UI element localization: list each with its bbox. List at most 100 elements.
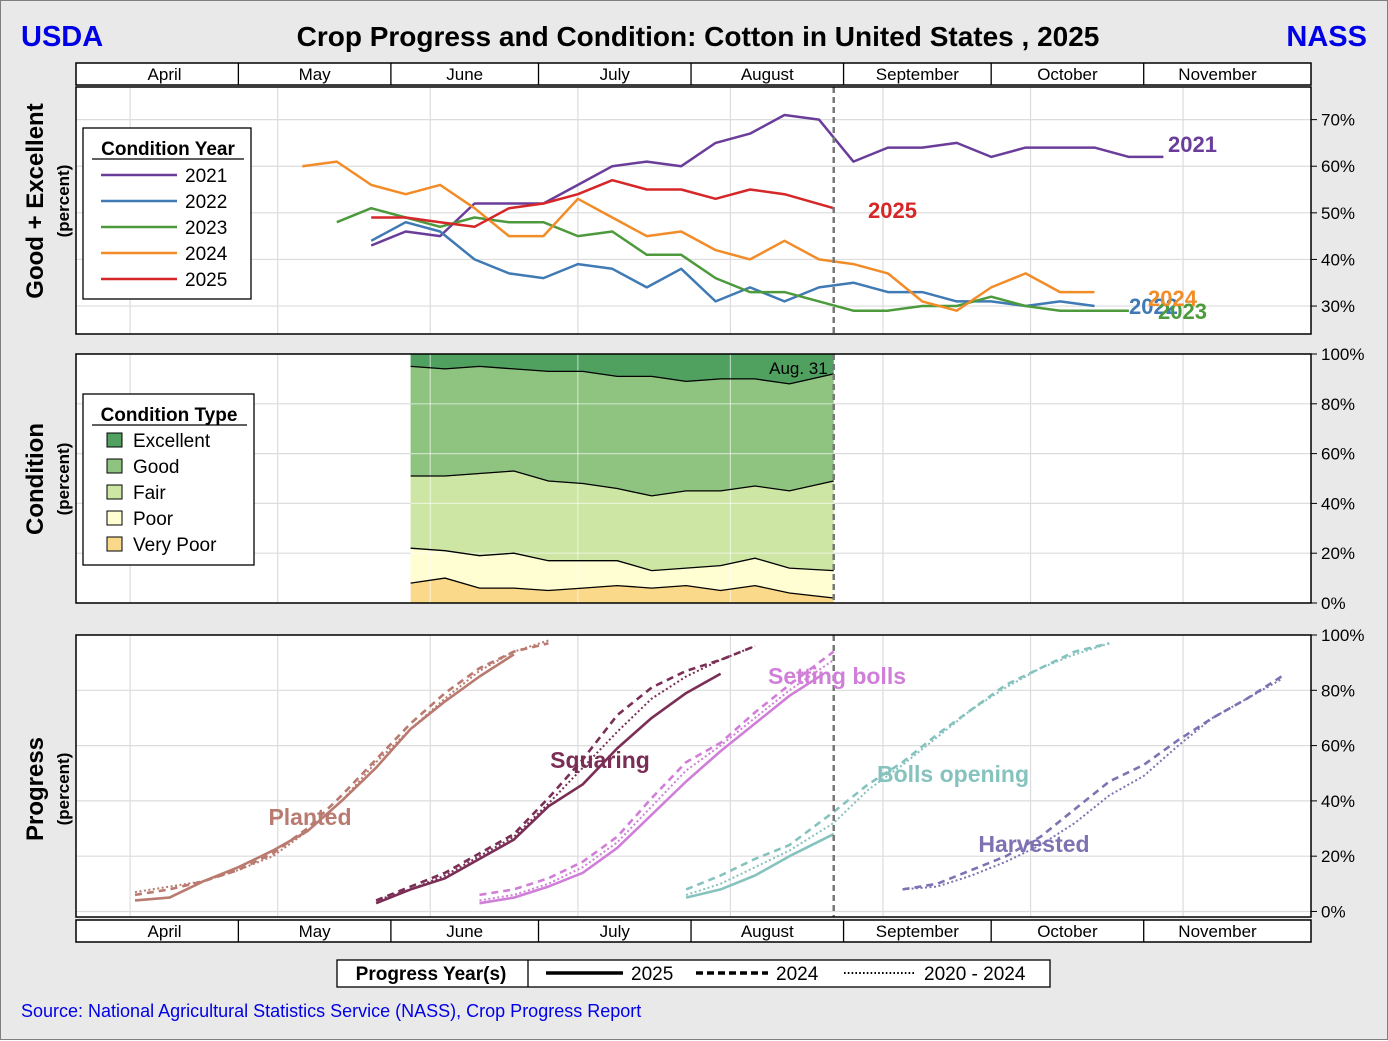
y-tick-label: 40% [1321,494,1355,513]
progress-year-legend-box [336,959,1051,988]
month-label: August [741,65,794,84]
activity-label-planted: Planted [268,804,351,830]
y-tick-label: 60% [1321,737,1355,756]
month-label: November [1178,922,1257,941]
condition-boundary-poor [410,547,834,572]
y-tick-label: 0% [1321,902,1346,921]
month-axis [75,919,1312,943]
y-axis-subtitle: (percent) [54,165,73,238]
progress-panel: 0% 20% 40% 60% 80% 100% Progress (percent) Plant… [22,626,1364,921]
progress-line-setting-bolls-s2024 [479,650,835,897]
activity-label-harvested: Harvested [978,831,1089,857]
series-end-label-2024: 2024 [1148,286,1198,311]
activity-label-setting-bolls: Setting bolls [768,663,906,689]
progress-line-bolls-opening-s2025 [685,832,835,899]
month-label: June [446,65,483,84]
month-label: August [741,922,794,941]
chart-title: Crop Progress and Condition: Cotton in U… [297,21,1100,52]
series-end-label-2025: 2025 [868,198,917,223]
progress-year-legend-title: Progress Year(s) [356,964,507,985]
plot-area [76,87,1311,334]
legend-label-2024: 2024 [185,244,228,265]
month-label: November [1178,65,1257,84]
month-label: April [148,65,182,84]
y-tick-label: 80% [1321,395,1355,414]
legend-label-very-poor: Very Poor [133,535,217,556]
condition-area-fair [410,471,834,571]
legend-label-2022: 2022 [185,192,227,213]
progress-line-planted-s2025 [134,653,515,902]
month-label: July [600,922,631,941]
panel-border [75,634,1312,918]
condition-type-legend-title: Condition Type [101,405,238,426]
y-tick-label: 100% [1321,345,1364,364]
series-end-label-2022: 2022 [1129,294,1178,319]
legend-label-excellent: Excellent [133,431,211,452]
condition-area-excellent [410,354,834,384]
legend-label-2020-2024: 2020 - 2024 [924,964,1026,985]
y-tick-label: 50% [1321,204,1355,223]
condition-panel: 0% 20% 40% 60% 80% 100% Condition (percent) Aug.… [22,345,1364,613]
progress-line-squaring-s2025 [375,672,722,905]
y-tick-label: 60% [1321,157,1355,176]
condition-boundary-good [410,365,834,385]
usda-logo: USDA [21,21,103,53]
y-tick-label: 40% [1321,250,1355,269]
progress-line-harvested-avg [902,678,1282,891]
progress-line-bolls-opening-s2024 [685,642,1110,891]
month-label: April [148,922,182,941]
y-tick-label: 30% [1321,297,1355,316]
progress-line-squaring-s2024 [375,644,756,902]
legend-swatch-excellent [106,432,123,448]
good-excellent-panel: 30% 40% 50% 60% 70% Good + Excellent (percent)… [22,86,1355,335]
progress-line-harvested-s2024 [902,675,1283,891]
progress-line-setting-bolls-avg [479,659,835,902]
y-tick-label: 60% [1321,445,1355,464]
y-axis-title: Progress [22,737,49,841]
panel-border [75,86,1312,335]
month-label: October [1037,922,1098,941]
activity-label-bolls-opening: Bolls opening [877,761,1029,787]
current-week-annotation: Aug. 31 [769,359,828,378]
progress-line-planted-s2024 [134,642,549,897]
month-axes: April May June July August September October No… [75,62,1312,943]
legend-label-2025: 2025 [631,964,673,985]
series-end-label-2021: 2021 [1168,132,1217,157]
condition-year-legend-box [82,127,252,300]
series-line-2021 [370,113,1164,247]
y-tick-label: 100% [1321,626,1364,645]
legend-label-2021: 2021 [185,166,227,187]
y-axis-subtitle: (percent) [54,443,73,516]
legend-label-poor: Poor [133,509,174,530]
month-label: May [299,922,332,941]
condition-area-very-poor [410,578,834,603]
legend-swatch-good [106,458,123,474]
activity-label-squaring: Squaring [550,747,650,773]
panel-border [75,353,1312,604]
month-axis [75,62,1312,86]
legend-swatch-fair [106,484,123,500]
nass-logo: NASS [1286,21,1367,53]
condition-area-poor [410,548,834,598]
condition-year-legend-title: Condition Year [101,139,235,160]
month-label: July [600,65,631,84]
legend-label-2023: 2023 [185,218,227,239]
legend-label-2025: 2025 [185,270,227,291]
legend-label-good: Good [133,457,179,478]
source-note: Source: National Agricultural Statistics… [21,1001,641,1021]
y-tick-label: 20% [1321,847,1355,866]
y-tick-label: 40% [1321,792,1355,811]
y-axis-title: Condition [22,423,49,535]
series-line-2025 [371,178,835,229]
month-label: June [446,922,483,941]
y-axis-subtitle: (percent) [54,753,73,826]
month-label: October [1037,65,1098,84]
series-end-label-2023: 2023 [1158,299,1207,324]
y-tick-label: 0% [1321,594,1346,613]
legend-swatch-very-poor [106,536,123,552]
series-line-2023 [336,206,1129,312]
legend-swatch-poor [106,510,123,526]
condition-area-good [410,366,834,496]
